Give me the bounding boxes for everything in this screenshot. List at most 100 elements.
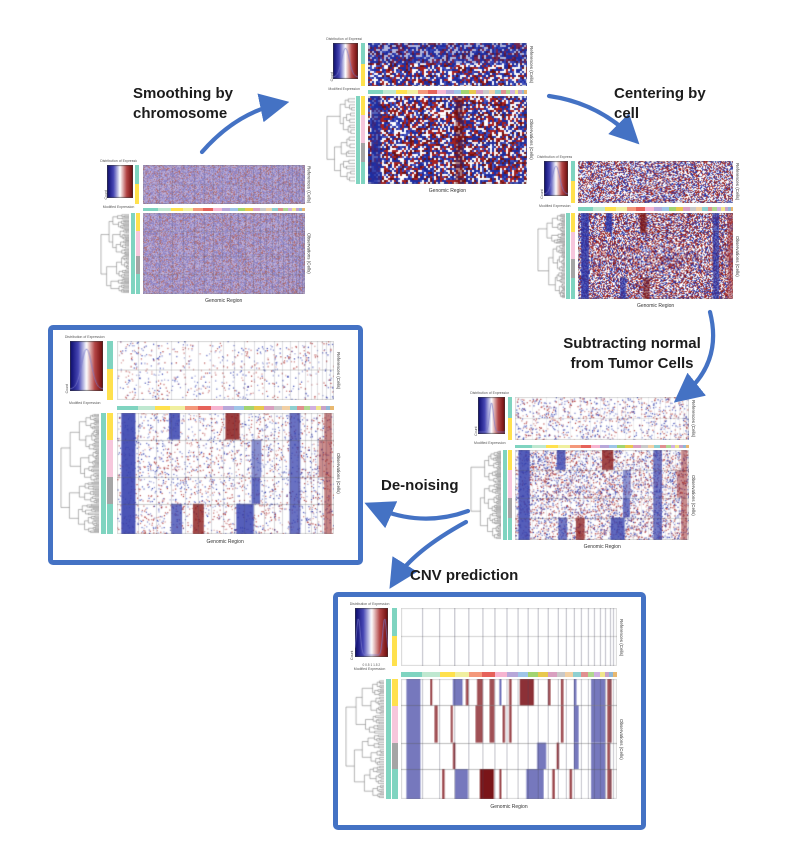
chromosome-segment [626, 207, 637, 211]
chromosome-segment [702, 207, 708, 211]
chromosome-segment [641, 444, 648, 449]
references-heatmap [401, 608, 617, 667]
chromosome-segment [682, 444, 686, 449]
chromosome-segment [604, 672, 610, 677]
chromosome-segment [299, 208, 303, 212]
observation-subgroup-column [135, 213, 140, 295]
chromosome-segment [142, 208, 159, 212]
stage-label-smoothing: Smoothing by chromosome [133, 85, 233, 123]
observation-group-bars [101, 413, 113, 534]
observation-group-segment [392, 742, 398, 770]
chromosome-segment [679, 444, 683, 449]
chromosome-segment [203, 208, 213, 212]
chromosome-segment [518, 90, 522, 94]
observation-group-segment [135, 230, 140, 257]
chromosome-segment [184, 405, 199, 411]
chromosome-segment [468, 672, 483, 677]
chromosome-segment [295, 208, 300, 212]
chromosome-segment [730, 207, 734, 211]
legend-xlabel: Modified Expression [474, 441, 506, 446]
chromosome-segment [282, 208, 288, 212]
observation-group-segment [508, 517, 513, 540]
observation-group-segment [135, 273, 140, 295]
chromosome-segment [439, 672, 455, 677]
expression-colorbar [107, 164, 133, 198]
chromosome-segment [171, 208, 183, 212]
observation-group-segment [571, 212, 576, 232]
chromosome-segment [609, 444, 618, 449]
reference-group-segment [507, 417, 513, 441]
chromosome-segment [427, 90, 437, 94]
chromosome-segment [633, 444, 642, 449]
chromosome-segment [616, 207, 627, 211]
observation-group-bars [130, 213, 140, 295]
panel-raw: Distribution of Expression Count Modifie… [100, 159, 318, 307]
chromosome-segment [310, 405, 317, 411]
observation-group-segment [392, 679, 398, 706]
chromosome-segment [468, 90, 476, 94]
chromosome-segment [593, 672, 600, 677]
references-heatmap [515, 397, 689, 441]
observations-heatmap [142, 213, 305, 295]
chromosome-segment [453, 90, 462, 94]
observation-group-segment [107, 439, 113, 478]
genomic-region-label: Genomic Region [490, 804, 528, 811]
chromosome-segment [116, 405, 138, 411]
chromosome-segment [521, 90, 525, 94]
observation-group-segment [571, 231, 576, 259]
cell-dendrogram [60, 413, 99, 534]
panel-content: Distribution of Expression Count Modifie… [537, 155, 746, 313]
chromosome-segment [237, 208, 246, 212]
observation-annotation-column [356, 95, 361, 185]
chromosome-segment [289, 405, 298, 411]
chromosome-segment [316, 405, 322, 411]
chromosome-segment [482, 672, 495, 677]
reference-group-segment [135, 164, 140, 184]
chromosome-segment [367, 90, 384, 94]
observations-heatmap [367, 95, 528, 185]
expression-legend: Distribution of Expression Count Modifie… [537, 155, 572, 208]
chromosome-segment [590, 444, 601, 449]
chromosome-color-bar [116, 405, 334, 411]
observation-group-bars [385, 679, 398, 800]
genomic-region-label: Genomic Region [636, 303, 675, 310]
chromosome-segment [612, 672, 617, 677]
reference-group-bar [507, 397, 513, 441]
chromosome-segment [436, 90, 446, 94]
chromosome-segment [532, 444, 547, 449]
chromosome-segment [245, 208, 253, 212]
observations-heatmap [401, 679, 617, 800]
observation-annotation-column [566, 212, 571, 300]
chromosome-segment [669, 207, 677, 211]
stage-label-denoising: De-noising [381, 477, 459, 494]
chromosome-color-bar [367, 90, 528, 94]
chromosome-segment [297, 405, 305, 411]
observation-group-segment [571, 277, 576, 300]
legend-title: Distribution of Expression [64, 334, 105, 339]
chromosome-segment [573, 672, 581, 677]
chromosome-segment [193, 208, 204, 212]
legend-title: Distribution of Expression [349, 601, 390, 606]
observations-axis-label: Observations (Cells) [690, 474, 696, 516]
reference-group-segment [391, 635, 398, 667]
chromosome-segment [253, 405, 264, 411]
chromosome-segment [675, 444, 680, 449]
genomic-region-label: Genomic Region [583, 543, 621, 550]
chromosome-segment [587, 672, 594, 677]
legend-xlabel: Modified Expression [328, 86, 360, 91]
reference-group-bar [570, 161, 575, 203]
chromosome-segment [647, 444, 655, 449]
chromosome-segment [592, 207, 606, 211]
chromosome-segment [461, 90, 469, 94]
references-axis-label: References (Cells) [528, 45, 534, 84]
chromosome-segment [547, 672, 558, 677]
observation-group-segment [107, 413, 113, 440]
stage-label-subtracting: Subtracting normal from Tumor Cells [563, 335, 701, 373]
observations-axis-label: Observations (Cells) [335, 453, 341, 494]
chromosome-segment [260, 208, 267, 212]
expression-legend: Distribution of Expression Count Modifie… [470, 391, 509, 445]
chromosome-segment [212, 208, 222, 212]
chromosome-segment [527, 672, 538, 677]
chromosome-segment [155, 405, 171, 411]
observations-axis-label: Observations (Cells) [306, 233, 312, 274]
